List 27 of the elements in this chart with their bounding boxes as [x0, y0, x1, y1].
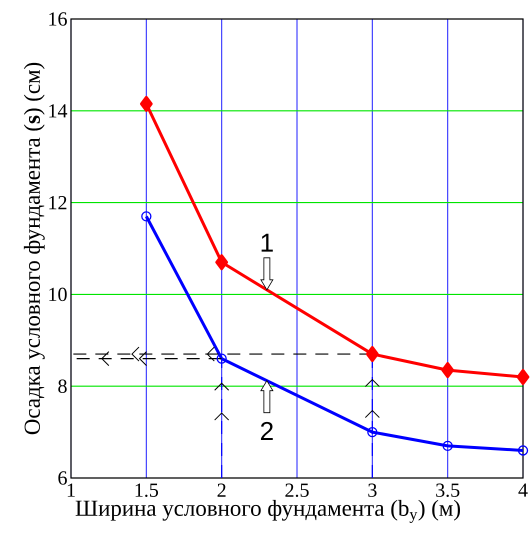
- point: [141, 211, 152, 222]
- y-axis-title: Осадка условного фундамента (s) (см): [24, 62, 45, 434]
- x-axis-title: Ширина условного фундамента (b$_{у}$) (м): [76, 500, 460, 523]
- x-tick-label: 3: [368, 484, 377, 497]
- y-tick-label: 6: [58, 471, 67, 485]
- y-tick-label: 10: [49, 288, 67, 302]
- x-tick-label: 2: [218, 484, 226, 497]
- point: [441, 362, 454, 378]
- point: [216, 354, 227, 364]
- point: [516, 369, 530, 386]
- point: [367, 426, 378, 438]
- y-tick-label: 12: [49, 196, 66, 210]
- x-tick-label: 4: [518, 484, 528, 497]
- series-label: 2: [260, 422, 273, 440]
- series-label: 1: [262, 234, 273, 252]
- x-tick-label: 3.5: [436, 484, 460, 497]
- y-tick-label: 8: [58, 379, 67, 393]
- x-tick-label: 1: [68, 484, 75, 497]
- y-tick-label: 16: [49, 12, 67, 26]
- point: [215, 254, 228, 270]
- y-tick-label: 14: [49, 104, 68, 118]
- point: [442, 440, 453, 452]
- point: [518, 445, 528, 456]
- point: [140, 96, 153, 112]
- x-tick-label: 1.5: [136, 484, 158, 497]
- point: [366, 346, 379, 362]
- x-tick-label: 2.5: [285, 484, 309, 497]
